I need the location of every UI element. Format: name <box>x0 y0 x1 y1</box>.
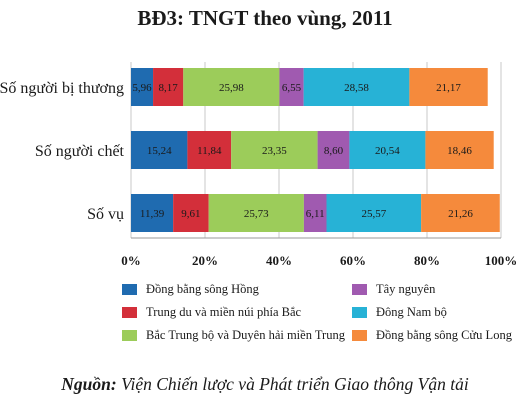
legend-item: Tây nguyên <box>352 282 435 297</box>
data-label: 6,11 <box>306 208 325 220</box>
data-label: 25,57 <box>361 208 386 220</box>
bar-segment <box>317 131 350 169</box>
legend-swatch <box>122 330 137 341</box>
data-label: 9,61 <box>181 208 200 220</box>
x-tick-label: 80% <box>414 253 440 268</box>
legend-item: Trung du và miền núi phía Bắc <box>122 305 301 320</box>
data-label: 8,60 <box>324 145 344 157</box>
bar-segment <box>303 68 410 106</box>
legend-swatch <box>352 307 367 318</box>
data-label: 25,98 <box>219 82 244 94</box>
bar-segment <box>131 131 188 169</box>
data-label: 21,26 <box>448 208 473 220</box>
bar-segment <box>279 68 304 106</box>
chart-title: BĐ3: TNGT theo vùng, 2011 <box>137 6 393 30</box>
bar-segment <box>231 131 318 169</box>
bar-segment <box>349 131 426 169</box>
legend-swatch <box>352 330 367 341</box>
data-label: 15,24 <box>147 145 172 157</box>
legend-swatch <box>122 307 137 318</box>
legend-item: Đồng bằng sông Hồng <box>122 282 259 297</box>
legend-item: Bắc Trung bộ và Duyên hải miền Trung <box>122 328 345 343</box>
bar-segment <box>173 194 209 232</box>
data-label: 23,35 <box>262 145 287 157</box>
x-tick-label: 100% <box>485 253 518 268</box>
bar-segment <box>208 194 304 232</box>
bar-segment <box>409 68 488 106</box>
source-text: Viện Chiến lược và Phát triển Giao thông… <box>121 374 469 394</box>
x-tick-label: 20% <box>192 253 218 268</box>
bar-segment <box>425 131 494 169</box>
data-label: 11,39 <box>140 208 165 220</box>
category-label: Số vụ <box>87 206 124 223</box>
legend-item: Đồng bằng sông Cửu Long <box>352 328 512 343</box>
x-tick-label: 60% <box>340 253 366 268</box>
legend-label: Trung du và miền núi phía Bắc <box>146 305 302 319</box>
bar-segment <box>131 68 154 106</box>
legend: Đồng bằng sông Hồng Tây nguyên Trung du và… <box>122 282 522 352</box>
legend-item: Đông Nam bộ <box>352 305 447 320</box>
data-label: 8,17 <box>159 82 179 94</box>
source-note: Nguồn: Viện Chiến lược và Phát triển Gia… <box>0 374 530 395</box>
bar-segment <box>153 68 184 106</box>
data-label: 5,96 <box>132 82 152 94</box>
data-label: 6,55 <box>282 82 302 94</box>
source-prefix: Nguồn: <box>61 374 117 394</box>
data-label: 28,58 <box>344 82 369 94</box>
data-label: 18,46 <box>447 145 472 157</box>
bar-segment <box>183 68 280 106</box>
bar-segment <box>131 194 174 232</box>
legend-swatch <box>122 284 137 295</box>
category-label: Số người chết <box>35 143 125 160</box>
category-label: Số người bị thương <box>0 80 124 97</box>
legend-label: Tây nguyên <box>376 282 436 296</box>
legend-swatch <box>352 284 367 295</box>
x-tick-label: 40% <box>266 253 292 268</box>
x-tick-label: 0% <box>121 253 141 268</box>
bar-segment <box>326 194 422 232</box>
legend-label: Đồng bằng sông Hồng <box>146 282 259 296</box>
data-label: 25,73 <box>244 208 269 220</box>
bar-segment <box>187 131 232 169</box>
data-label: 20,54 <box>375 145 400 157</box>
legend-label: Đông Nam bộ <box>376 305 447 319</box>
legend-label: Bắc Trung bộ và Duyên hải miền Trung <box>146 328 345 342</box>
legend-label: Đồng bằng sông Cửu Long <box>376 328 512 342</box>
data-label: 21,17 <box>436 82 461 94</box>
bar-segment <box>303 194 327 232</box>
bar-segment <box>421 194 500 232</box>
data-label: 11,84 <box>197 145 222 157</box>
